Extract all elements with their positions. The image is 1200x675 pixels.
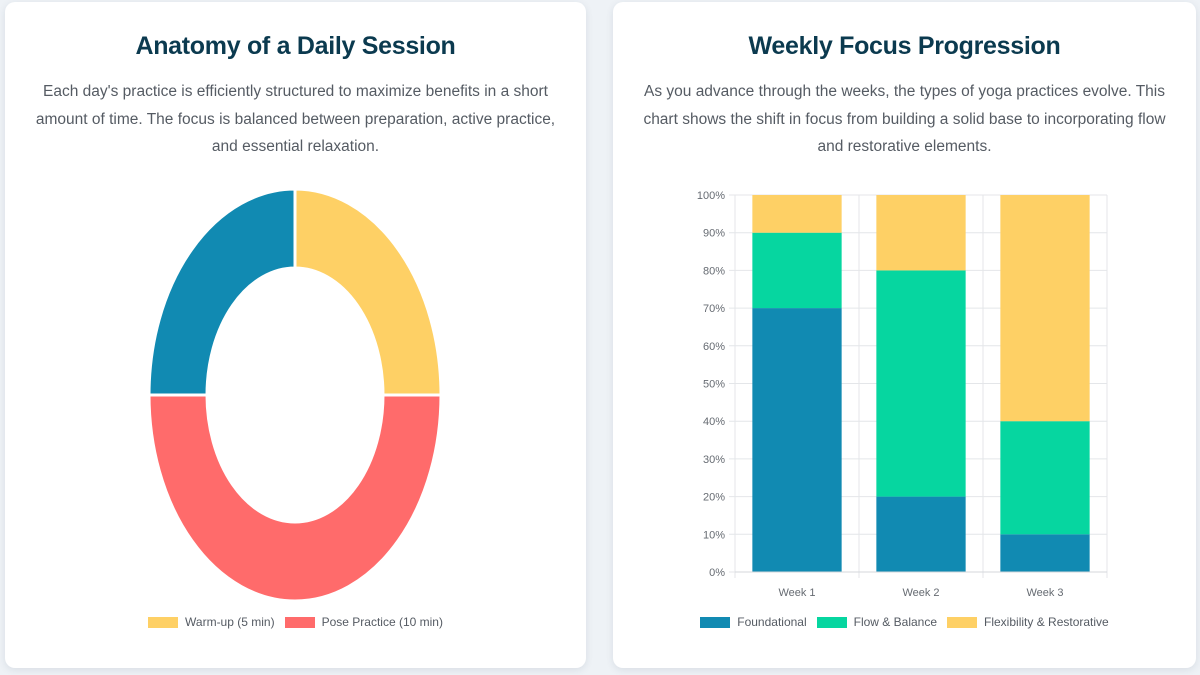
session-doughnut-chart: [147, 187, 443, 603]
y-tick-label: 40%: [703, 416, 725, 428]
bar-week-3-flexibility-restorative[interactable]: [1000, 195, 1090, 422]
weekly-progression-card: Weekly Focus Progression As you advance …: [613, 2, 1196, 668]
legend-item-flow-balance[interactable]: Flow & Balance: [816, 615, 938, 629]
bar-week-2-flow-balance[interactable]: [876, 270, 966, 497]
doughnut-slice-segment-3[interactable]: [147, 187, 297, 397]
weekly-progression-description: As you advance through the weeks, the ty…: [643, 83, 1166, 155]
session-anatomy-title: Anatomy of a Daily Session: [135, 32, 456, 60]
x-tick-label: Week 2: [902, 587, 939, 599]
y-tick-label: 0%: [709, 567, 725, 579]
weekly-progression-title: Weekly Focus Progression: [748, 32, 1061, 60]
session-anatomy-card: Anatomy of a Daily Session Each day's pr…: [5, 2, 586, 668]
x-tick-label: Week 3: [1026, 587, 1063, 599]
doughnut-slice-pose-practice-10-min[interactable]: [147, 393, 443, 603]
y-tick-label: 30%: [703, 454, 725, 466]
y-tick-label: 20%: [703, 492, 725, 504]
bar-week-3-foundational[interactable]: [1000, 534, 1090, 572]
legend-swatch: [700, 616, 731, 628]
legend-item-warm-up-5-min[interactable]: Warm-up (5 min): [148, 615, 275, 629]
legend-swatch: [947, 616, 978, 628]
y-tick-label: 70%: [703, 303, 725, 315]
bar-week-2-flexibility-restorative[interactable]: [876, 195, 966, 271]
legend-item-flexibility-restorative[interactable]: Flexibility & Restorative: [947, 615, 1109, 629]
bar-week-2-foundational[interactable]: [876, 496, 966, 572]
y-tick-label: 60%: [703, 341, 725, 353]
session-anatomy-description: Each day's practice is efficiently struc…: [35, 83, 556, 155]
legend-label: Pose Practice (10 min): [321, 615, 443, 629]
legend-item-pose-practice-10-min[interactable]: Pose Practice (10 min): [284, 615, 443, 629]
bar-week-1-foundational[interactable]: [752, 308, 842, 572]
legend-label: Warm-up (5 min): [185, 615, 275, 629]
y-tick-label: 90%: [703, 228, 725, 240]
bar-week-3-flow-balance[interactable]: [1000, 421, 1090, 535]
bar-week-1-flexibility-restorative[interactable]: [752, 195, 842, 233]
weekly-bar-legend: Foundational Flow & Balance Flexibility & …: [613, 615, 1196, 629]
legend-swatch: [148, 616, 179, 628]
doughnut-slice-warm-up-5-min[interactable]: [293, 187, 443, 397]
y-tick-label: 50%: [703, 379, 725, 391]
session-doughnut-legend: Warm-up (5 min) Pose Practice (10 min): [5, 615, 586, 629]
x-tick-label: Week 1: [778, 587, 815, 599]
legend-label: Flexibility & Restorative: [984, 615, 1109, 629]
weekly-stacked-bar-chart: 0% 10% 20% 30% 40% 50% 60% 70% 80% 90% 100% Week 1 W…: [697, 190, 1108, 599]
legend-swatch: [284, 616, 315, 628]
y-tick-label: 100%: [697, 190, 725, 202]
legend-swatch: [816, 616, 847, 628]
y-tick-label: 80%: [703, 265, 725, 277]
legend-label: Flow & Balance: [853, 615, 938, 629]
bar-week-1-flow-balance[interactable]: [752, 232, 842, 309]
legend-item-foundational[interactable]: Foundational: [700, 615, 807, 629]
legend-label: Foundational: [737, 615, 807, 629]
y-tick-label: 10%: [703, 529, 725, 541]
